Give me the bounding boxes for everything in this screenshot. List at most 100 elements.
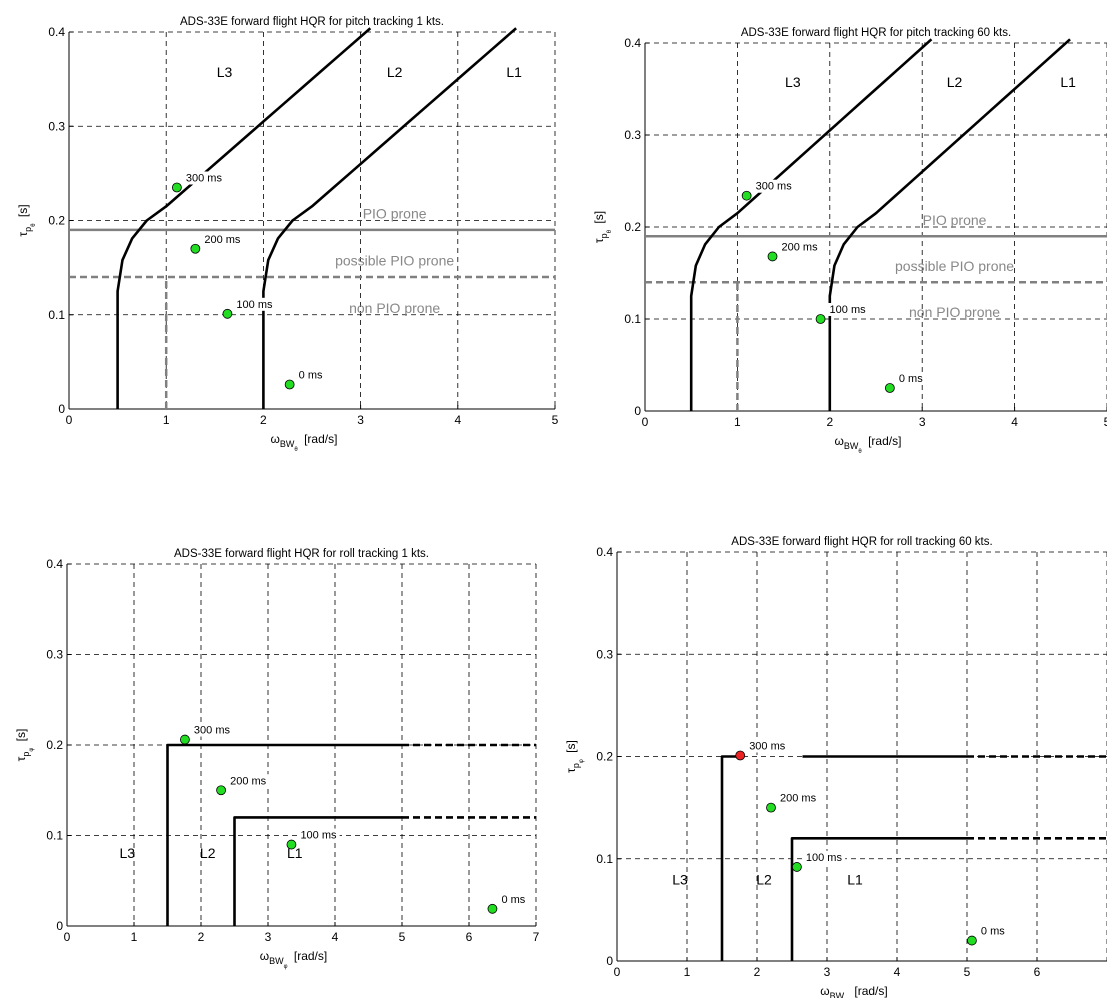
data-label: 300 ms: [186, 173, 223, 185]
x-tick-label: 6: [1034, 965, 1041, 979]
x-tick-label: 3: [824, 965, 831, 979]
x-tick-label: 7: [533, 930, 540, 944]
y-tick-label: 0.1: [46, 829, 63, 843]
x-tick-label: 3: [357, 413, 364, 427]
data-point: [815, 314, 826, 324]
y-tick-label: 0.3: [46, 648, 63, 662]
data-label: 100 ms: [300, 830, 337, 842]
region-label: L1: [506, 64, 522, 80]
x-axis-label: ωBWθ [rad/s]: [835, 434, 902, 455]
pio-annotation: non PIO prone: [909, 304, 1000, 320]
data-label: 200 ms: [230, 775, 267, 787]
data-point: [766, 802, 776, 813]
data-point: [767, 251, 778, 262]
x-tick-label: 0: [64, 930, 71, 944]
data-point: [884, 383, 895, 393]
chart-4: 0 1 2 3 4 5 6 0 0.1 0.2 0.3 0.4 L3 L2 L1 300 ms 200 ms 10…: [564, 536, 1107, 998]
y-tick-label: 0.1: [48, 308, 65, 322]
data-label: 200 ms: [204, 234, 241, 246]
x-tick-label: 0: [642, 415, 649, 429]
y-tick-label: 0.1: [596, 852, 613, 866]
boundary-line: [828, 38, 1071, 411]
y-tick-label: 0.4: [48, 25, 65, 39]
data-label-bg: [234, 297, 276, 311]
region-label: L2: [387, 64, 403, 80]
y-axis-label: τpθ [s]: [592, 211, 613, 243]
data-label-bg: [779, 240, 821, 254]
region-label: L2: [947, 74, 963, 90]
chart-title: ADS-33E forward flight HQR for roll trac…: [174, 548, 429, 560]
chart-title: ADS-33E forward flight HQR for pitch tra…: [741, 27, 1011, 39]
data-label-bg: [978, 924, 1008, 938]
region-label: L1: [847, 871, 863, 887]
data-point: [216, 785, 227, 796]
data-label-bg: [298, 828, 340, 842]
data-label: 200 ms: [782, 241, 819, 253]
data-point: [735, 750, 746, 761]
x-tick-label: 6: [466, 930, 473, 944]
boundary-line: [262, 27, 517, 409]
data-label-bg: [296, 368, 326, 382]
x-tick-label: 4: [894, 965, 901, 979]
x-tick-label: 2: [826, 415, 833, 429]
pio-annotation: non PIO prone: [349, 300, 440, 316]
data-point: [286, 839, 297, 850]
chart-title: ADS-33E forward flight HQR for roll trac…: [731, 536, 992, 548]
data-label: 0 ms: [299, 369, 323, 381]
data-point: [284, 379, 295, 390]
data-label: 300 ms: [749, 740, 786, 752]
region-label: L1: [1060, 74, 1076, 90]
x-tick-label: 4: [1011, 415, 1018, 429]
data-point: [190, 243, 201, 254]
x-tick-label: 1: [163, 413, 170, 427]
chart-title: ADS-33E forward flight HQR for pitch tra…: [180, 16, 444, 28]
x-tick-label: 5: [399, 930, 406, 944]
x-tick-label: 4: [454, 413, 461, 427]
x-tick-label: 2: [260, 413, 267, 427]
data-label: 300 ms: [194, 725, 231, 737]
x-tick-label: 5: [964, 965, 971, 979]
pio-annotation: PIO prone: [363, 206, 427, 222]
chart-1: 0 1 2 3 4 5 0 0.1 0.2 0.3 0.4 PIO prone possible PIO…: [16, 16, 559, 453]
y-tick-label: 0.4: [46, 557, 63, 571]
x-tick-label: 3: [265, 930, 272, 944]
data-label-bg: [827, 303, 869, 316]
data-point: [792, 862, 802, 872]
data-point: [967, 935, 977, 946]
y-axis-label: τpφ [s]: [564, 740, 585, 773]
x-axis-label: ωBWφ [rad/s]: [260, 949, 327, 970]
y-tick-label: 0.4: [596, 545, 613, 559]
boundary-line: [166, 743, 402, 926]
x-tick-label: 2: [754, 965, 761, 979]
region-label: L3: [120, 845, 136, 861]
data-point: [222, 308, 233, 319]
data-point: [171, 182, 182, 193]
pio-annotation: possible PIO prone: [335, 253, 454, 269]
data-label-bg: [753, 179, 795, 193]
data-label: 0 ms: [899, 373, 923, 385]
data-label-bg: [191, 723, 234, 737]
boundary-line: [790, 836, 967, 961]
data-label-bg: [803, 850, 846, 864]
y-tick-label: 0: [606, 954, 613, 968]
y-axis-label: τpθ [s]: [16, 204, 37, 236]
data-label: 200 ms: [780, 793, 817, 805]
data-label-bg: [499, 892, 529, 906]
x-axis-label: ωBWφ [rad/s]: [820, 984, 887, 998]
x-tick-label: 2: [198, 930, 205, 944]
data-label: 100 ms: [806, 852, 843, 864]
pio-annotation: PIO prone: [923, 212, 987, 228]
y-tick-label: 0.2: [624, 220, 641, 234]
y-tick-label: 0.4: [624, 36, 641, 50]
pio-annotation: possible PIO prone: [895, 258, 1014, 274]
x-axis-label: ωBWθ [rad/s]: [271, 432, 338, 453]
region-label: L3: [785, 74, 801, 90]
x-tick-label: 0: [66, 413, 73, 427]
x-tick-label: 0: [614, 965, 621, 979]
y-axis-label: τpφ [s]: [14, 729, 35, 762]
data-label-bg: [747, 739, 789, 753]
data-label: 0 ms: [501, 894, 525, 906]
y-tick-label: 0.3: [48, 119, 65, 133]
x-tick-label: 5: [1104, 415, 1107, 429]
